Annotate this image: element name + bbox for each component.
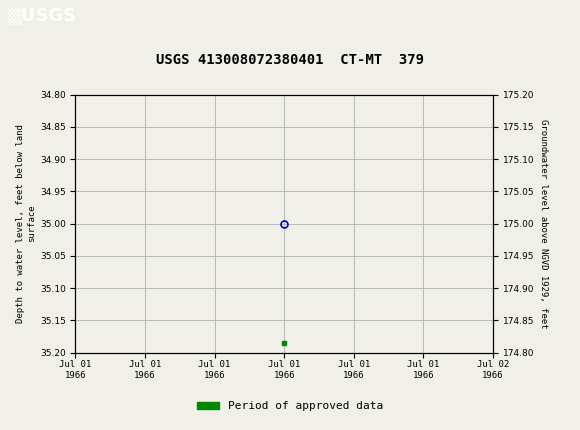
Y-axis label: Depth to water level, feet below land
surface: Depth to water level, feet below land su… xyxy=(16,124,35,323)
Y-axis label: Groundwater level above NGVD 1929, feet: Groundwater level above NGVD 1929, feet xyxy=(538,119,548,329)
Legend: Period of approved data: Period of approved data xyxy=(193,397,387,416)
Text: USGS 413008072380401  CT-MT  379: USGS 413008072380401 CT-MT 379 xyxy=(156,52,424,67)
Text: ▒USGS: ▒USGS xyxy=(7,7,76,25)
